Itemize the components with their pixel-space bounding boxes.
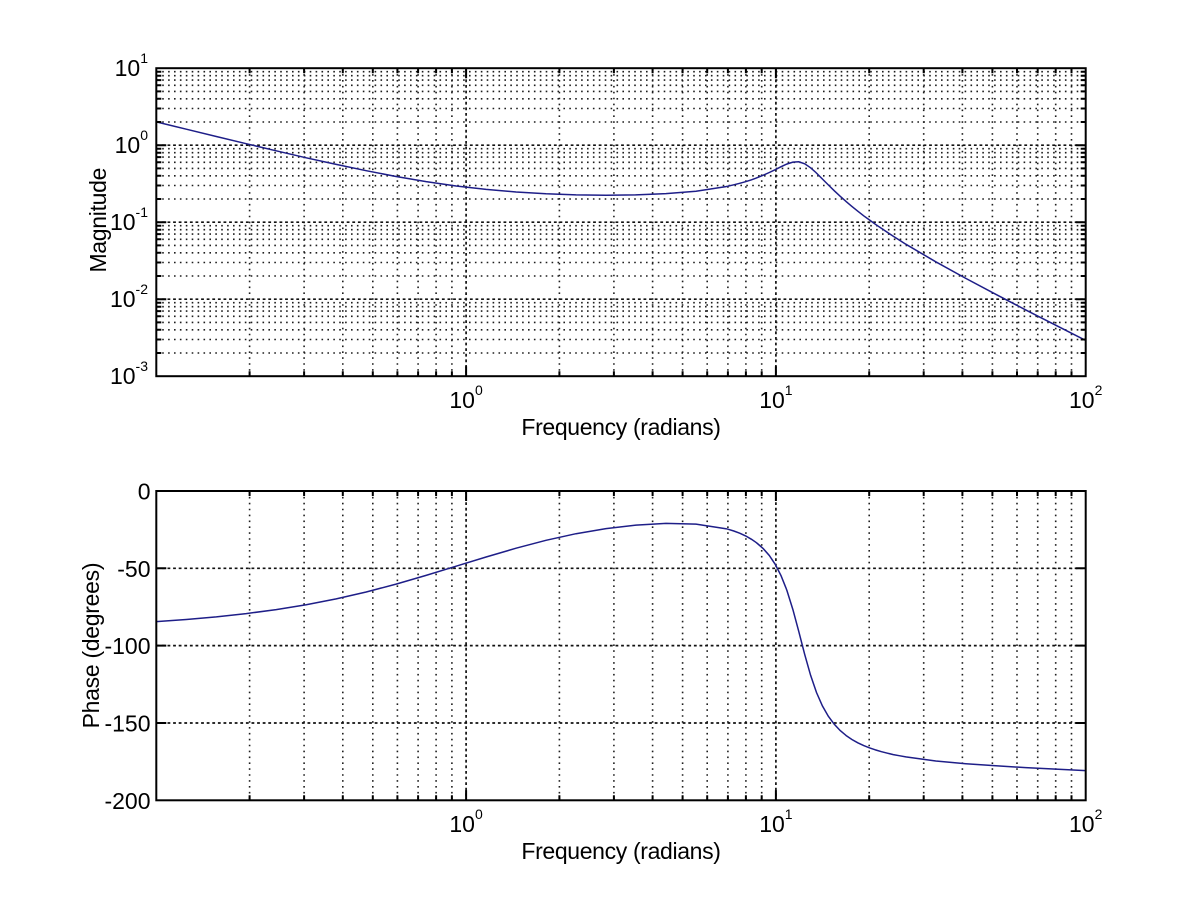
svg-text:0: 0 [138, 479, 151, 505]
svg-text:-200: -200 [104, 788, 150, 814]
svg-text:-150: -150 [104, 711, 150, 737]
svg-text:Phase (degrees): Phase (degrees) [78, 563, 104, 729]
svg-text:Magnitude: Magnitude [85, 168, 111, 273]
svg-text:Frequency (radians): Frequency (radians) [521, 414, 720, 440]
svg-text:-100: -100 [104, 633, 150, 659]
svg-text:-50: -50 [117, 556, 150, 582]
svg-text:Frequency (radians): Frequency (radians) [521, 838, 720, 864]
svg-text:100: 100 [115, 127, 149, 158]
